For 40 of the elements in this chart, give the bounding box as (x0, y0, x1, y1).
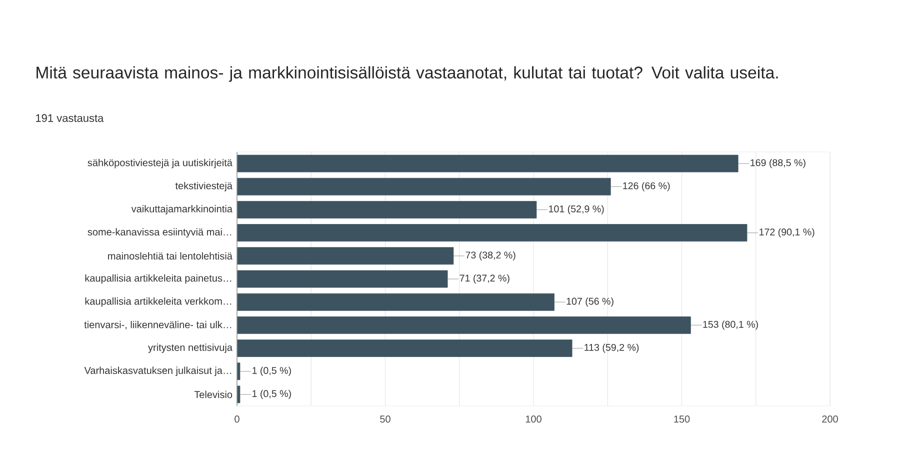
y-tick-label: vaikuttajamarkkinointia (131, 205, 232, 214)
data-label: 153 (80,1 %) (703, 320, 758, 330)
data-label: 73 (38,2 %) (466, 251, 516, 260)
data-label: 1 (0,5 %) (252, 390, 291, 400)
y-tick-label: tienvarsi-, liikenneväline- tai ulk… (84, 320, 232, 330)
y-tick-label: Televisio (194, 390, 232, 398)
x-tick-label: 50 (380, 416, 390, 423)
y-tick-label: mainoslehtiä tai lentolehtisiä (108, 252, 232, 260)
bar (236, 270, 448, 288)
data-label: 1 (0,5 %) (252, 366, 291, 376)
bar (236, 247, 454, 265)
y-tick-label: yritysten nettisivuja (148, 344, 232, 353)
data-label: 172 (90,1 %) (760, 228, 814, 238)
bar (236, 386, 240, 404)
data-label: 71 (37,2 %) (460, 274, 510, 284)
bar (236, 293, 554, 311)
y-tick-label: kaupallisia artikkeleita painetus… (85, 274, 232, 284)
bar (236, 316, 691, 334)
x-tick-label: 0 (234, 416, 240, 423)
bar (236, 362, 240, 380)
y-tick-label: sähköpostiviestejä ja uutiskirjeitä (88, 158, 232, 168)
x-tick-label: 100 (526, 416, 542, 423)
bar (236, 178, 611, 196)
bar (236, 340, 572, 357)
chart-title: Mitä seuraavista mainos- ja markkinointisisällöistä vastaanotat, kulutat tai tuotat? Voit valita useita. (36, 66, 778, 82)
y-tick-label: Varhaiskasvatuksen julkaisut ja… (84, 366, 232, 376)
y-tick-label: some-kanavissa esiintyviä mai… (88, 228, 232, 238)
y-tick-label: tekstiviestejä (175, 182, 232, 192)
bar (236, 201, 537, 218)
x-tick-label: 150 (674, 416, 690, 423)
data-label: 101 (52,9 %) (549, 205, 604, 214)
data-label: 113 (59,2 %) (584, 344, 639, 353)
data-label: 169 (88,5 %) (750, 158, 806, 168)
text: 191 vastausta (36, 114, 104, 122)
y-tick-label: kaupallisia artikkeleita verkkom… (85, 297, 232, 307)
data-label: 126 (66 %) (623, 182, 670, 192)
x-tick-label: 200 (822, 416, 838, 423)
data-label: 107 (56 %) (566, 298, 614, 307)
bar (236, 224, 748, 242)
bar (236, 154, 738, 172)
